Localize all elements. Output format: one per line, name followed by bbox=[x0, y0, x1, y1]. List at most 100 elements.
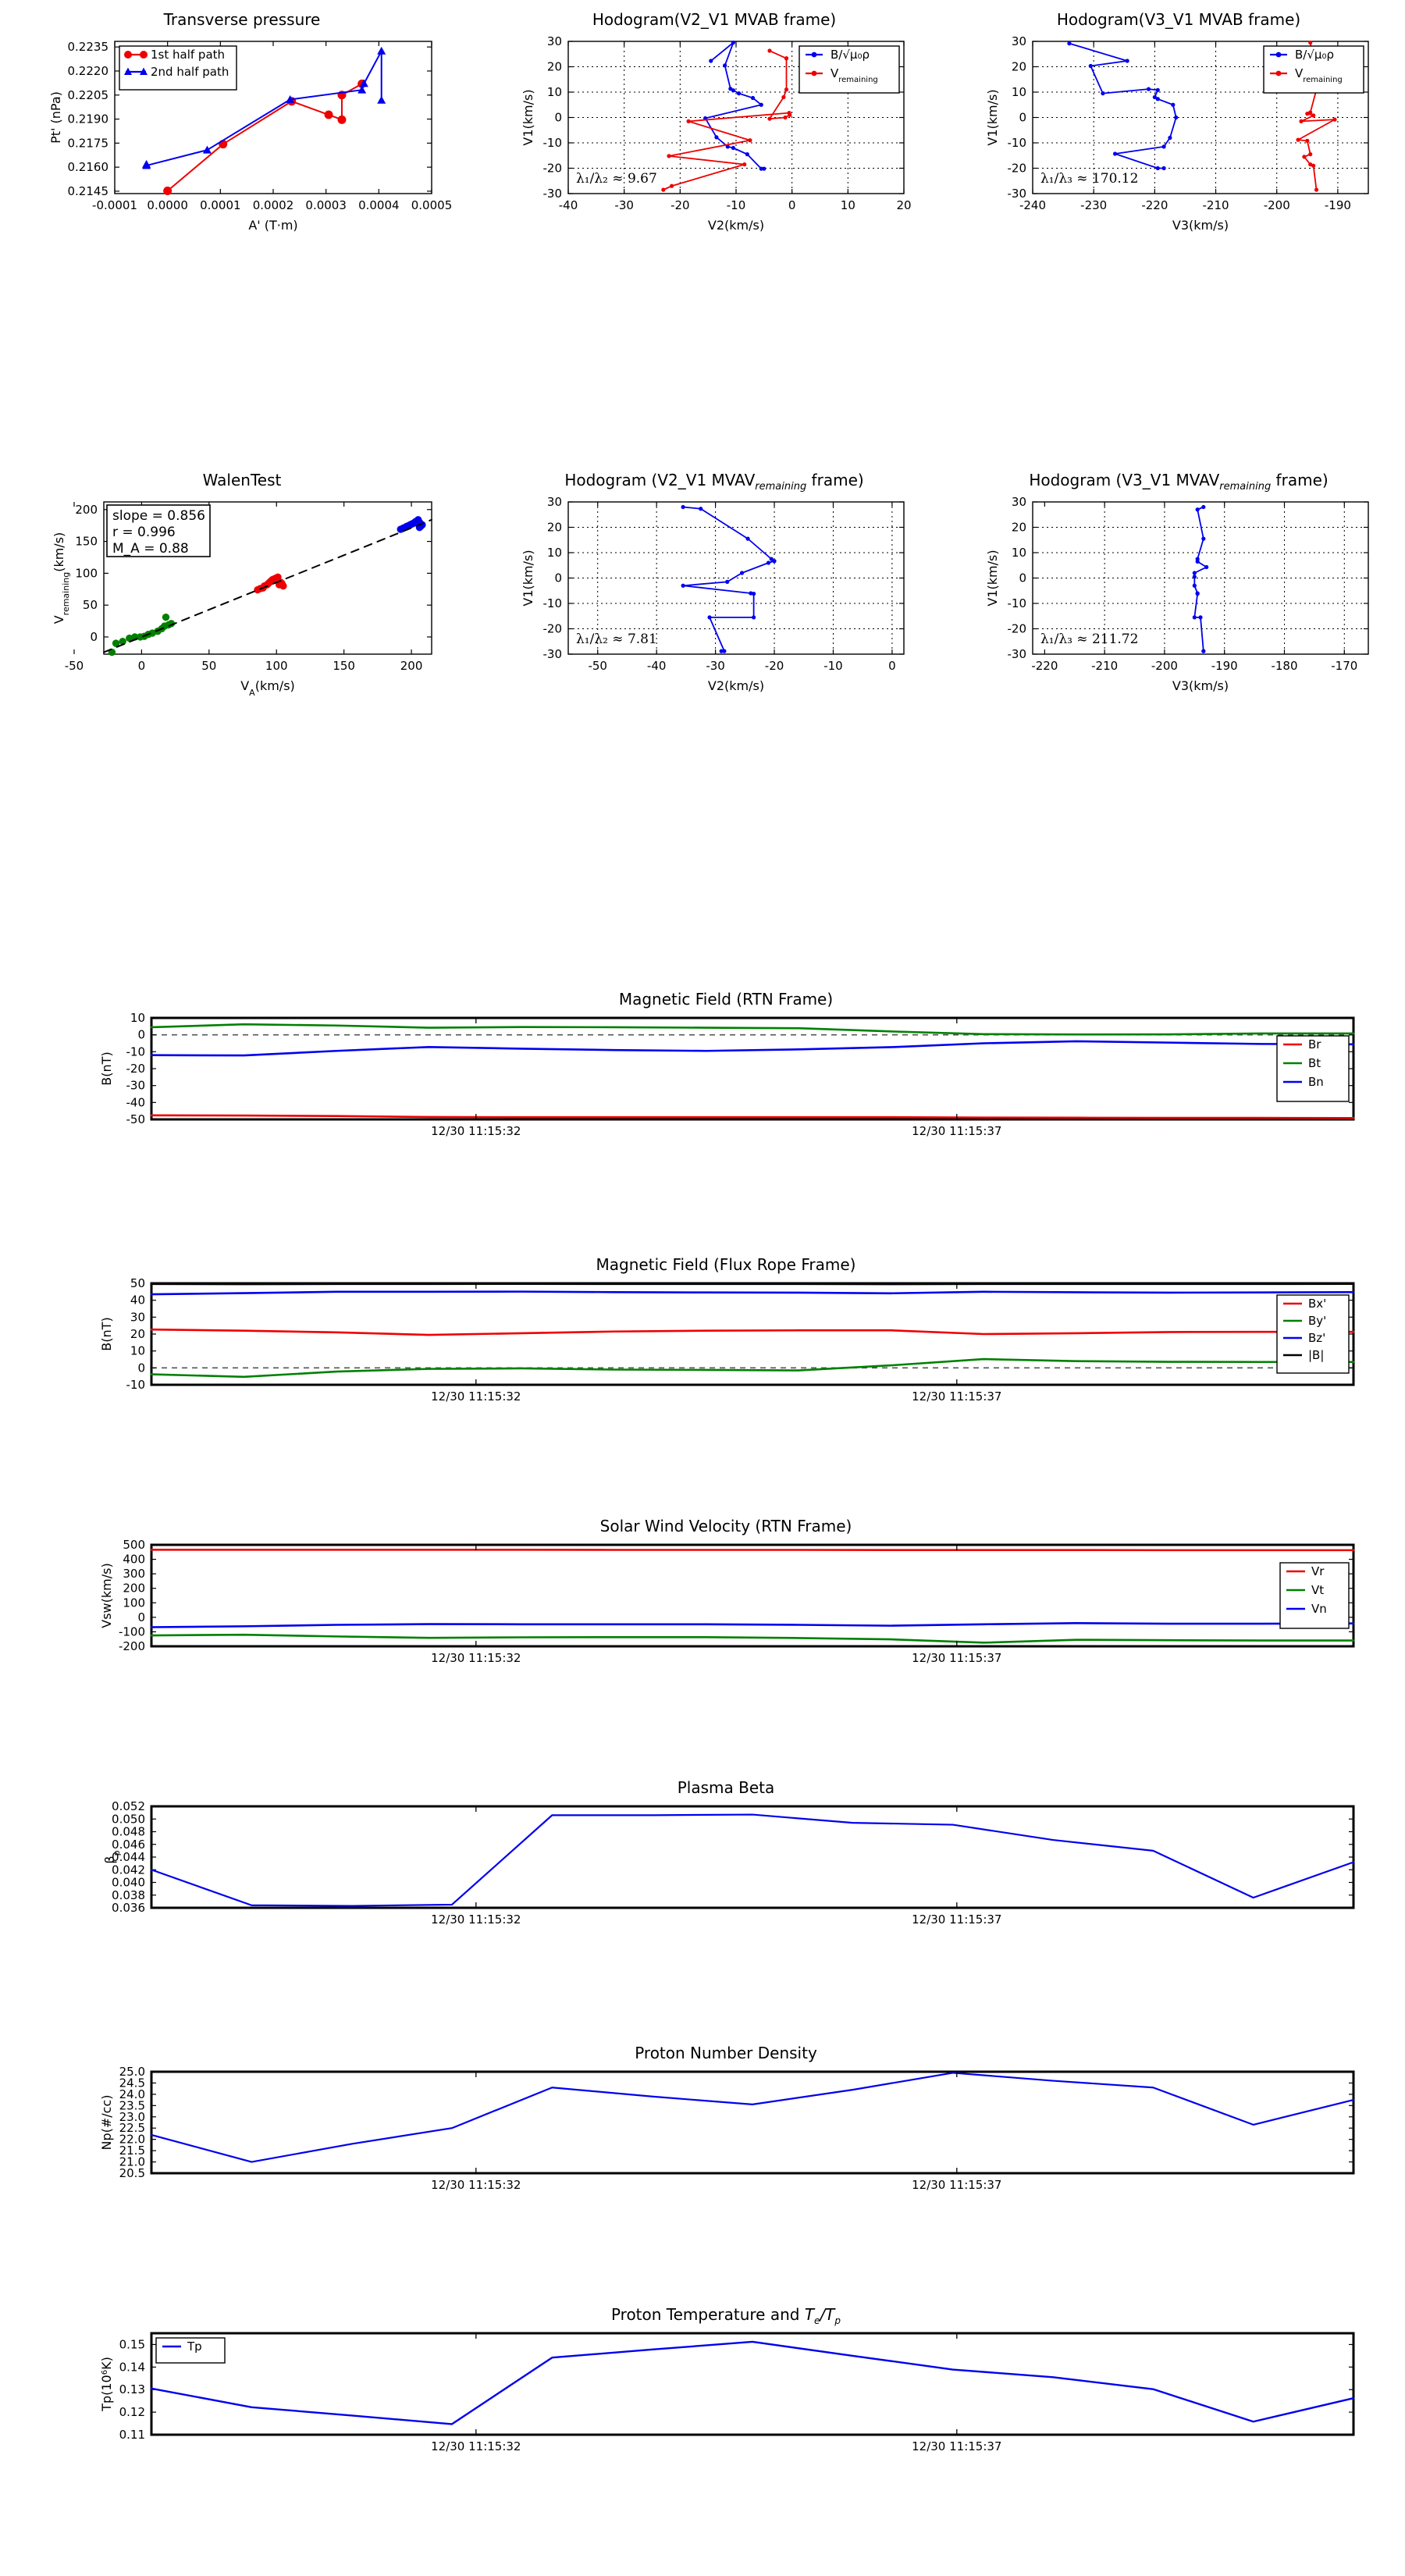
data-point bbox=[119, 637, 126, 646]
y-axis-label: Vsw(km/s) bbox=[99, 1563, 114, 1628]
data-point bbox=[752, 615, 756, 620]
x-tick-label: -180 bbox=[1271, 659, 1297, 673]
x-tick-label: 0.0004 bbox=[358, 198, 400, 212]
y-tick-label: 150 bbox=[75, 535, 98, 549]
y-tick-label: 0 bbox=[137, 1610, 145, 1624]
x-tick-label: -0.0001 bbox=[92, 198, 137, 212]
y-tick-label: 21.0 bbox=[119, 2155, 145, 2169]
x-tick-label: -190 bbox=[1325, 198, 1351, 212]
data-point bbox=[759, 166, 763, 171]
y-tick-label: 0 bbox=[554, 111, 562, 125]
data-point bbox=[1152, 94, 1157, 100]
panel-magnetic-field-fluxrope: Magnetic Field (Flux Rope Frame) -10 0 10 2… bbox=[94, 1255, 1358, 1405]
x-tick-label: 150 bbox=[333, 659, 355, 673]
x-tick-label: 10 bbox=[841, 198, 855, 212]
legend-marker bbox=[1275, 70, 1282, 76]
x-tick-label: 200 bbox=[400, 659, 423, 673]
panel-walen-test: WalenTest 0 50 100 150 200 -50 0 50 100 150 200 slo… bbox=[43, 471, 441, 698]
data-point bbox=[686, 119, 691, 123]
x-tick-label: 100 bbox=[265, 659, 288, 673]
y-axis-label: Pt' (nPa) bbox=[48, 91, 63, 144]
series-line-Bn bbox=[150, 1040, 1355, 1057]
y-tick-label: 23.5 bbox=[119, 2098, 145, 2112]
panel-title: Proton Number Density bbox=[635, 2044, 817, 2062]
data-point bbox=[1155, 165, 1160, 171]
y-tick-label: 0.2190 bbox=[68, 112, 109, 126]
y-tick-label: 200 bbox=[75, 503, 98, 517]
data-point bbox=[1308, 162, 1313, 167]
y-tick-label: 0.2235 bbox=[68, 40, 109, 54]
data-point bbox=[1305, 112, 1310, 116]
y-tick-label: -20 bbox=[126, 1062, 146, 1076]
data-point bbox=[719, 649, 724, 653]
panel-title: Magnetic Field (Flux Rope Frame) bbox=[596, 1255, 856, 1274]
series-line-Tp bbox=[150, 2340, 1355, 2425]
data-point bbox=[707, 615, 712, 620]
legend-marker bbox=[1275, 52, 1282, 58]
legend: Br Bt Bn bbox=[1276, 1035, 1350, 1102]
y-tick-label: -200 bbox=[119, 1639, 145, 1653]
panel-proton-temperature: Proton Temperature and Te/Tp 0.11 0.12 0.1… bbox=[94, 2305, 1358, 2455]
x-tick-label: -30 bbox=[614, 198, 634, 212]
np-plot: 20.521.021.522.022.523.023.524.024.525.0… bbox=[99, 2065, 1355, 2192]
x-tick-label: 12/30 11:15:32 bbox=[431, 1651, 521, 1665]
data-point bbox=[337, 115, 347, 124]
data-point bbox=[681, 504, 685, 510]
plot-area: 0.2145 0.2160 0.2175 0.2190 0.2205 0.2220 0.22… bbox=[48, 40, 452, 233]
data-point bbox=[202, 145, 212, 154]
x-tick-label: 12/30 11:15:32 bbox=[431, 1912, 521, 1927]
data-point bbox=[769, 557, 774, 561]
data-point bbox=[669, 183, 674, 188]
panel-title: WalenTest bbox=[202, 471, 282, 489]
y-tick-label: -10 bbox=[1008, 596, 1027, 610]
y-tick-label: 0.036 bbox=[112, 1901, 145, 1915]
legend-label: Bx' bbox=[1308, 1297, 1326, 1311]
legend-box bbox=[119, 45, 237, 91]
panel-title: Magnetic Field (RTN Frame) bbox=[618, 990, 834, 1009]
y-tick-label: 0 bbox=[137, 1028, 145, 1042]
series-line-Bt bbox=[150, 1023, 1355, 1036]
panel-title: Hodogram(V3_V1 MVAB frame) bbox=[1056, 10, 1301, 29]
y-tick-label: 40 bbox=[130, 1293, 145, 1308]
x-tick-label: -190 bbox=[1211, 659, 1238, 673]
y-tick-label: 0.2205 bbox=[68, 88, 109, 102]
data-point bbox=[725, 579, 730, 584]
y-tick-label: 400 bbox=[123, 1553, 145, 1567]
legend-marker bbox=[811, 52, 817, 58]
y-tick-label: 500 bbox=[123, 1538, 145, 1552]
transverse-pressure-plot: 0.2145 0.2160 0.2175 0.2190 0.2205 0.2220 0.22… bbox=[48, 40, 452, 233]
y-tick-label: -50 bbox=[126, 1112, 146, 1126]
data-point bbox=[1067, 41, 1072, 46]
legend-label: Vn bbox=[1311, 1602, 1327, 1616]
y-tick-label: -100 bbox=[119, 1624, 145, 1638]
data-point bbox=[1192, 583, 1197, 588]
data-point bbox=[1201, 649, 1206, 653]
legend-label: |B| bbox=[1308, 1348, 1324, 1362]
legend: Bx' By' Bz' |B| bbox=[1276, 1294, 1350, 1374]
legend-marker bbox=[140, 51, 148, 59]
data-point bbox=[1088, 63, 1093, 69]
data-point bbox=[1195, 592, 1200, 596]
panel-hodogram-v2-mvav: Hodogram (V2_V1 MVAVremaining frame) -30… bbox=[515, 471, 913, 693]
legend-marker bbox=[811, 70, 817, 76]
x-tick-label: -30 bbox=[706, 659, 725, 673]
data-point bbox=[377, 46, 386, 55]
data-point bbox=[1311, 163, 1316, 168]
data-point bbox=[142, 161, 151, 169]
legend-marker bbox=[124, 51, 132, 59]
y-tick-label: 0.040 bbox=[112, 1876, 145, 1890]
y-axis-label: V1(km/s) bbox=[521, 550, 535, 606]
x-tick-label: 12/30 11:15:32 bbox=[431, 2178, 521, 2192]
data-point bbox=[1155, 87, 1160, 92]
data-point bbox=[1192, 615, 1197, 620]
y-tick-label: 20.5 bbox=[119, 2166, 145, 2180]
data-point bbox=[1201, 536, 1206, 541]
data-point bbox=[699, 507, 703, 511]
y-tick-label: -10 bbox=[543, 136, 563, 150]
data-point bbox=[1299, 119, 1304, 123]
legend: Vr Vt Vn bbox=[1279, 1562, 1350, 1629]
y-tick-label: 10 bbox=[130, 1344, 145, 1358]
series-line-Np bbox=[150, 2072, 1355, 2163]
plot-area: 0.11 0.12 0.13 0.14 0.15 Tp 12/30 11:15:32 12/3… bbox=[99, 2332, 1355, 2453]
plot-area: -30 -20 -10 0 10 20 30 -240 -230 -220 -210 -200 -190… bbox=[985, 34, 1369, 233]
